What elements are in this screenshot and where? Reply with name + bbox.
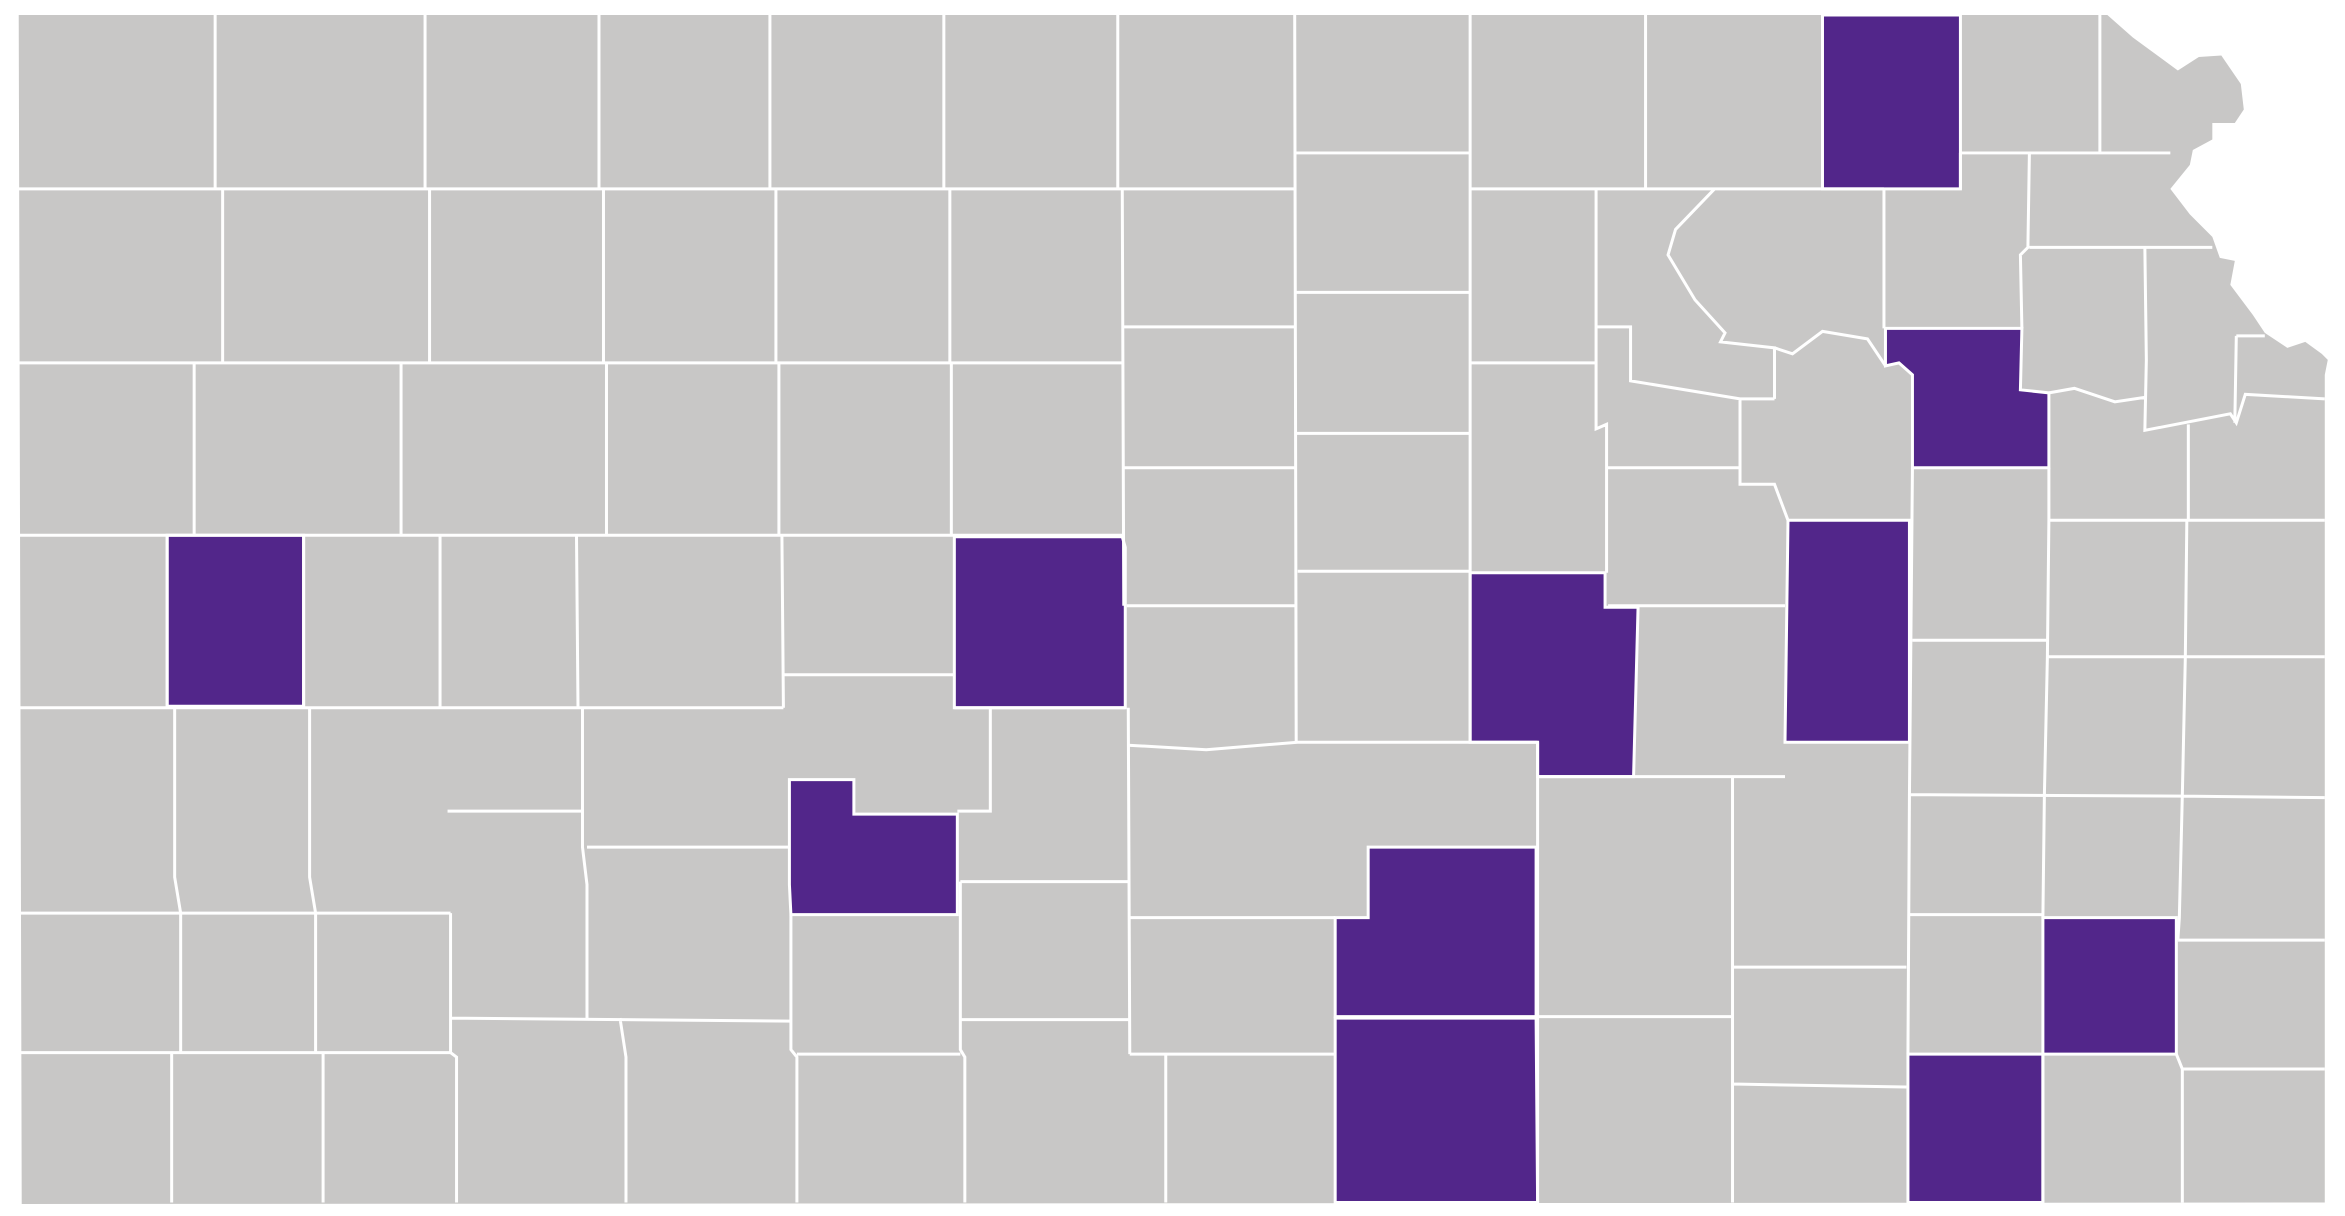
county (952, 535, 1127, 710)
county (787, 778, 959, 917)
county (1783, 518, 1911, 744)
county (1820, 13, 1962, 191)
county (1883, 326, 2051, 470)
highlighted-counties (165, 13, 2178, 1205)
county (1333, 1016, 1540, 1205)
county-borders (18, 14, 2325, 1203)
state-outline (18, 14, 2328, 1205)
county (165, 533, 306, 708)
county (2041, 916, 2178, 1056)
county (1906, 1052, 2045, 1205)
